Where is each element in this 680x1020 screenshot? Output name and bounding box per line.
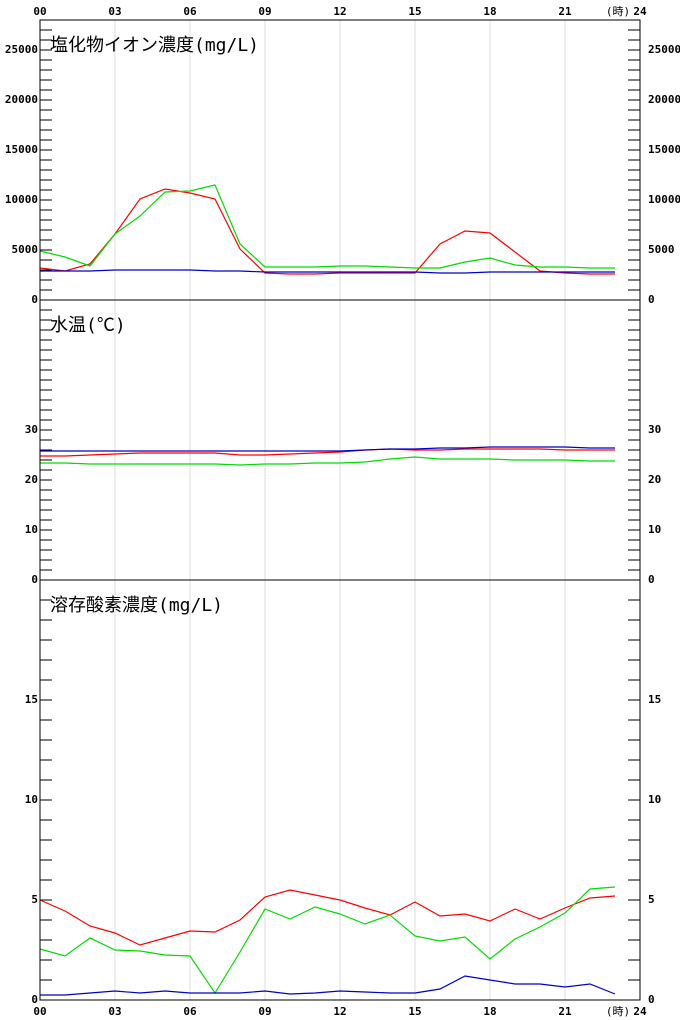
y-tick-label: 20000 <box>5 93 38 106</box>
line-series <box>39 188 615 275</box>
line-series <box>40 456 615 466</box>
x-unit: (時) <box>606 1005 630 1018</box>
y-tick-label: 0 <box>31 573 38 586</box>
x-tick-label: 06 <box>183 1005 197 1018</box>
x-tick-label: 24 <box>633 1005 647 1018</box>
panel-title: 溶存酸素濃度(mg/L) <box>50 595 223 616</box>
y-tick-label: 0 <box>648 293 655 306</box>
y-tick-label: 25000 <box>5 43 38 56</box>
x-tick-label: 03 <box>108 1005 121 1018</box>
line-series <box>39 886 616 995</box>
x-tick-label: 15 <box>408 1005 421 1018</box>
y-tick-label: 10 <box>648 793 661 806</box>
x-unit: (時) <box>606 5 630 18</box>
x-tick-label: 12 <box>333 5 346 18</box>
y-tick-label: 10000 <box>648 193 680 206</box>
x-tick-label: 09 <box>258 1005 271 1018</box>
x-tick-label: 15 <box>408 5 421 18</box>
x-tick-label: 24 <box>633 5 647 18</box>
y-tick-label: 5 <box>31 893 38 906</box>
y-tick-label: 15000 <box>5 143 38 156</box>
y-tick-label: 15 <box>648 693 661 706</box>
x-tick-label: 21 <box>558 1005 572 1018</box>
x-tick-label: 00 <box>33 1005 46 1018</box>
y-tick-label: 30 <box>648 423 661 436</box>
line-series <box>40 446 615 452</box>
y-tick-label: 10000 <box>5 193 38 206</box>
y-tick-label: 0 <box>31 993 38 1006</box>
line-series <box>40 448 615 457</box>
x-tick-label: 12 <box>333 1005 346 1018</box>
panel-frame <box>39 579 641 1001</box>
y-tick-label: 10 <box>25 523 38 536</box>
line-series <box>39 889 616 946</box>
y-tick-label: 5000 <box>12 243 39 256</box>
x-tick-label: 21 <box>558 5 572 18</box>
y-tick-label: 20000 <box>648 93 680 106</box>
y-tick-label: 20 <box>648 473 661 486</box>
x-tick-label: 03 <box>108 5 121 18</box>
y-tick-label: 10 <box>25 793 38 806</box>
x-tick-label: 18 <box>483 5 496 18</box>
x-tick-label: 06 <box>183 5 197 18</box>
y-tick-label: 0 <box>648 573 655 586</box>
y-tick-label: 10 <box>648 523 661 536</box>
x-tick-label: 00 <box>33 5 46 18</box>
y-tick-label: 25000 <box>648 43 680 56</box>
line-series <box>39 184 615 269</box>
y-tick-label: 0 <box>31 293 38 306</box>
y-tick-label: 15000 <box>648 143 680 156</box>
line-series <box>40 975 616 996</box>
y-tick-label: 0 <box>648 993 655 1006</box>
y-tick-label: 5 <box>648 893 655 906</box>
y-tick-label: 5000 <box>648 243 675 256</box>
line-series <box>40 269 615 274</box>
panel-title: 水温(℃) <box>50 315 126 336</box>
y-tick-label: 30 <box>25 423 38 436</box>
y-tick-label: 15 <box>25 693 38 706</box>
x-tick-label: 09 <box>258 5 271 18</box>
panel-title: 塩化物イオン濃度(mg/L) <box>50 35 259 56</box>
x-tick-label: 18 <box>483 1005 496 1018</box>
y-tick-label: 20 <box>25 473 38 486</box>
